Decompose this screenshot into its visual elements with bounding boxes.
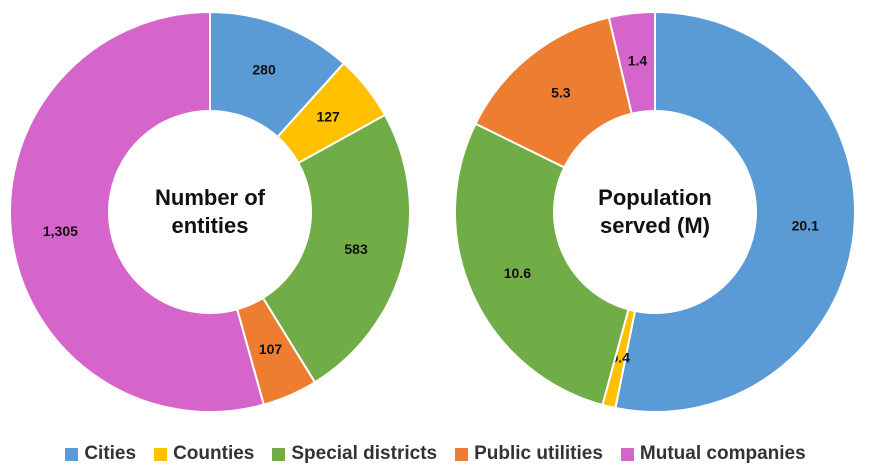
center-title: Number of entities [155, 185, 265, 238]
slice [261, 113, 411, 384]
legend-item: Special districts [272, 443, 437, 465]
data-label: 1,305 [43, 223, 78, 239]
center-title: Population served (M) [598, 185, 712, 238]
data-label: 107 [259, 341, 283, 357]
data-label: 127 [316, 109, 340, 125]
legend-swatch [455, 447, 469, 461]
legend-swatch [65, 447, 79, 461]
legend-item: Public utilities [455, 443, 603, 465]
legend-label: Counties [173, 443, 255, 464]
legend-swatch [272, 447, 286, 461]
legend-label: Special districts [291, 443, 438, 464]
slice [454, 122, 630, 407]
legend-label: Cities [84, 443, 137, 464]
data-label: 1.4 [628, 53, 648, 69]
slice [607, 10, 656, 115]
data-label: 10.6 [504, 265, 531, 281]
legend-label: Public utilities [474, 443, 603, 464]
legend-item: Counties [154, 443, 254, 465]
legend-swatch [620, 447, 634, 461]
data-label: 5.3 [551, 85, 571, 101]
legend-item: Cities [65, 443, 136, 465]
data-label: 583 [344, 241, 368, 257]
legend-swatch [154, 447, 168, 461]
data-label: 280 [252, 62, 276, 78]
legend: Cities Counties Special districts Public ut… [0, 443, 871, 465]
legend-item: Mutual companies [620, 443, 806, 465]
data-label: 20.1 [792, 218, 819, 234]
slice [614, 10, 856, 413]
legend-label: Mutual companies [639, 443, 806, 464]
slice [9, 10, 265, 413]
